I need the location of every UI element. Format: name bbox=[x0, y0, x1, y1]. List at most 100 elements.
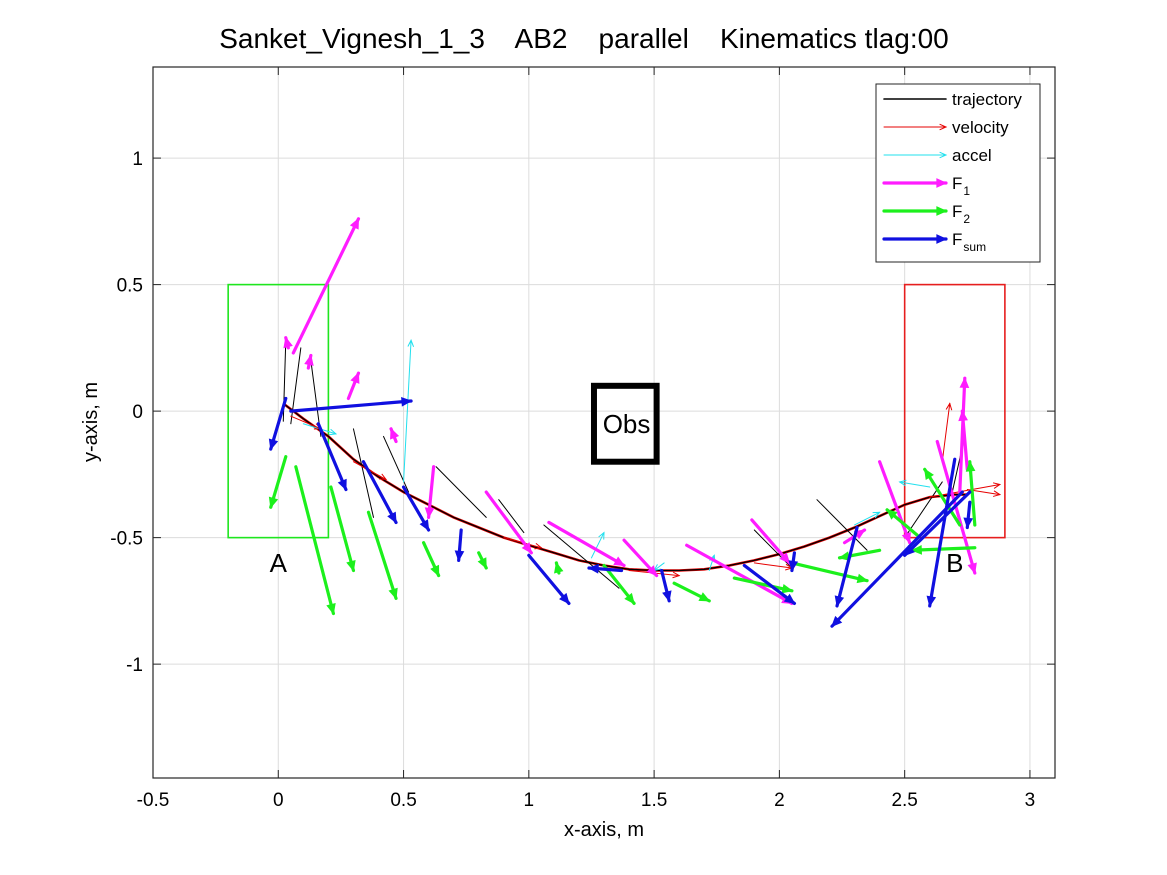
fsum-vector bbox=[401, 485, 431, 532]
f2-vector bbox=[477, 551, 488, 570]
arrow-head bbox=[646, 565, 658, 577]
arrow-head bbox=[387, 511, 397, 524]
legend-swatch bbox=[883, 151, 948, 159]
arrow-head bbox=[304, 354, 314, 366]
arrow-shaft bbox=[498, 499, 525, 534]
x-axis-label: x-axis, m bbox=[564, 819, 644, 841]
arrow-head bbox=[898, 479, 907, 487]
arrow-head bbox=[268, 438, 279, 451]
f2-vector bbox=[965, 460, 977, 527]
legend-swatch bbox=[883, 123, 948, 131]
arrow-head bbox=[672, 571, 681, 579]
arrow-head bbox=[624, 592, 635, 605]
arrow-head bbox=[831, 615, 843, 628]
obstacle-label: Obs bbox=[603, 409, 651, 439]
arrow-shaft bbox=[830, 490, 964, 628]
legend-label: velocity bbox=[952, 118, 1009, 137]
arrow-shaft bbox=[484, 490, 533, 555]
arrow-shaft bbox=[958, 376, 967, 494]
arrow-head bbox=[521, 542, 533, 554]
arrow-head bbox=[936, 178, 948, 188]
x-tick-label: 1 bbox=[524, 790, 535, 811]
arrow-head bbox=[783, 593, 796, 605]
f2-vector bbox=[602, 563, 636, 606]
arrow-shaft bbox=[854, 511, 881, 526]
arrow-shaft bbox=[960, 409, 969, 471]
trajectory-vector bbox=[543, 524, 620, 589]
arrow-head bbox=[390, 427, 400, 440]
arrow-shaft bbox=[352, 428, 374, 518]
legend-entry-fsum: Fsum bbox=[882, 230, 986, 254]
arrow-shaft bbox=[366, 510, 398, 600]
arrow-head bbox=[903, 545, 915, 557]
arrow-shaft bbox=[543, 524, 620, 589]
arrow-head bbox=[958, 409, 968, 422]
f1-vector bbox=[958, 376, 970, 494]
arrow-head bbox=[346, 559, 356, 572]
legend-label: F2 bbox=[952, 202, 970, 226]
arrow-head bbox=[534, 542, 543, 550]
arrow-shaft bbox=[968, 460, 977, 527]
x-tick-label: 2.5 bbox=[891, 790, 917, 811]
trajectory-vector bbox=[383, 435, 410, 493]
start-region-box bbox=[227, 283, 330, 539]
arrow-head bbox=[926, 595, 937, 608]
arrow-shaft bbox=[329, 485, 356, 573]
f1-vector bbox=[878, 460, 912, 545]
legend-swatch bbox=[882, 178, 948, 188]
trajectory-vector bbox=[816, 499, 868, 551]
goal-region-box bbox=[903, 283, 1006, 539]
arrow-head bbox=[326, 603, 336, 615]
arrow-shaft bbox=[903, 490, 972, 557]
arrow-head bbox=[939, 151, 948, 159]
fsum-vector bbox=[316, 422, 348, 492]
arrow-head bbox=[268, 496, 279, 509]
accel-vector bbox=[854, 511, 881, 526]
legend-label-subscript: sum bbox=[963, 240, 986, 254]
f2-vector bbox=[885, 508, 919, 537]
arrow-head bbox=[834, 595, 845, 608]
legend-entry-velocity: velocity bbox=[883, 118, 1009, 137]
fsum-vector bbox=[268, 396, 288, 451]
f2-vector bbox=[910, 545, 977, 555]
arrow-head bbox=[337, 478, 347, 491]
arrow-shaft bbox=[941, 403, 951, 463]
y-tick-label: -1 bbox=[126, 655, 143, 676]
trajectory-path bbox=[282, 402, 968, 572]
f2-vector bbox=[268, 455, 288, 509]
arrow-shaft bbox=[910, 546, 977, 552]
axis-ticks: -0.5 0 0.5 1 1.5 2 2.5 3 -1 -0.5 0 0.5 1 bbox=[110, 67, 1055, 811]
arrow-head bbox=[910, 545, 923, 555]
chart-title: Sanket_Vignesh_1_3 AB2 parallel Kinemati… bbox=[219, 23, 949, 54]
x-tick-label: -0.5 bbox=[137, 790, 170, 811]
arrow-head bbox=[963, 517, 974, 529]
legend-label: F1 bbox=[952, 174, 970, 198]
legend-entry-trajectory: trajectory bbox=[883, 90, 1022, 109]
legend-label: accel bbox=[952, 146, 992, 165]
f2-vector bbox=[790, 561, 869, 584]
accel-vector bbox=[590, 531, 605, 559]
fsum-vector bbox=[587, 563, 624, 574]
arrow-shaft bbox=[685, 543, 794, 606]
arrow-head bbox=[779, 552, 791, 564]
arrow-head bbox=[788, 560, 799, 572]
arrow-shaft bbox=[361, 460, 398, 525]
x-tick-label: 0 bbox=[273, 790, 284, 811]
legend-entry-accel: accel bbox=[883, 146, 992, 165]
fsum-vector bbox=[289, 396, 413, 413]
trajectory-vector bbox=[435, 466, 487, 518]
axes-box bbox=[152, 66, 1056, 779]
legend-label-main: F bbox=[952, 230, 962, 249]
arrow-head bbox=[419, 519, 430, 532]
arrow-shaft bbox=[547, 520, 626, 568]
arrow-head bbox=[559, 592, 570, 605]
arrow-head bbox=[613, 556, 626, 567]
legend-entry-f1: F1 bbox=[882, 174, 970, 198]
arrow-shaft bbox=[590, 532, 605, 559]
arrow-head bbox=[959, 376, 970, 389]
fsum-vector bbox=[660, 568, 672, 603]
arrow-head bbox=[936, 234, 948, 244]
x-tick-label: 1.5 bbox=[641, 790, 667, 811]
f1-vector bbox=[291, 217, 361, 355]
arrow-shaft bbox=[835, 525, 859, 608]
